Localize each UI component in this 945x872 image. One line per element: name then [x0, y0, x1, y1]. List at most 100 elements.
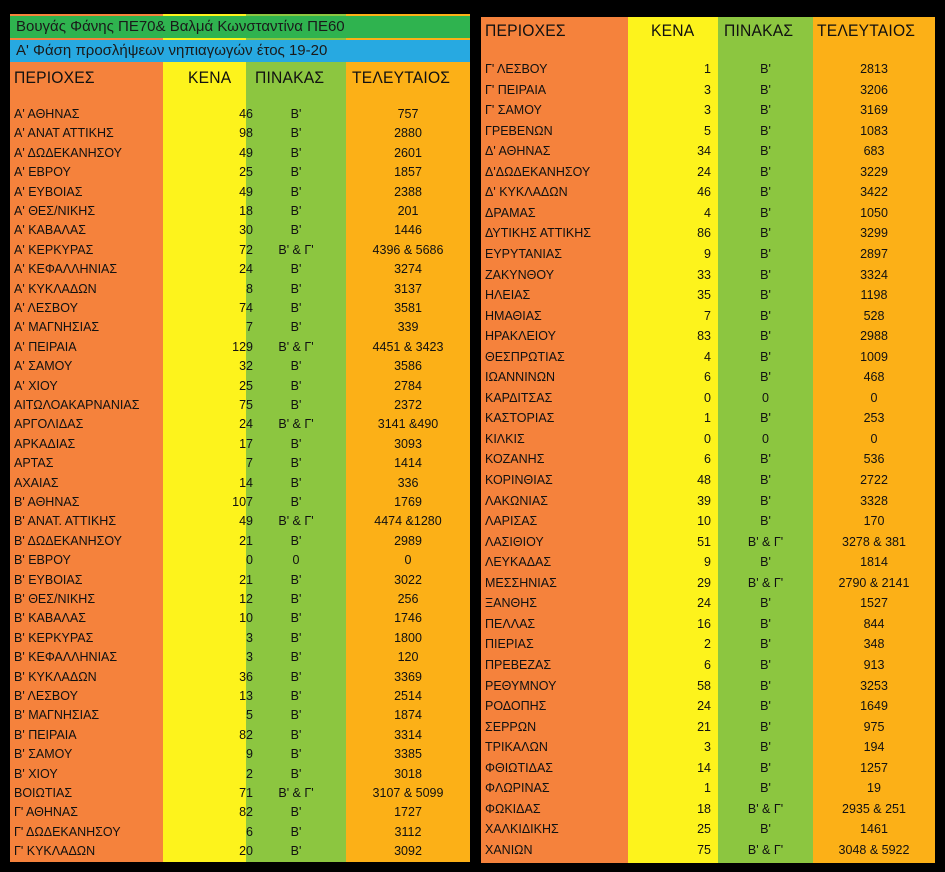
teleutaios-cell: 2880 [394, 126, 422, 141]
area-cell: ΜΕΣΣΗΝΙΑΣ [485, 575, 557, 590]
area-cell: ΚΟΡΙΝΘΙΑΣ [485, 473, 553, 487]
area-cell: Β' ΚΕΡΚΥΡΑΣ [14, 630, 94, 645]
teleutaios-cell: 1414 [394, 456, 422, 471]
header-pinakas: ΠΙΝΑΚΑΣ [255, 68, 325, 87]
area-cell: Β' ΚΥΚΛΑΔΩΝ [14, 669, 97, 684]
teleutaios-cell: 2790 & 2141 [838, 575, 910, 590]
pinakas-cell: Β' [290, 320, 302, 335]
area-cell: ΘΕΣΠΡΩΤΙΑΣ [485, 349, 565, 364]
pinakas-cell: Β' [760, 781, 771, 796]
table-row: Β' ΜΑΓΝΗΣΙΑΣ 5 Β' 1874 [10, 705, 470, 725]
pinakas-cell: Β' [760, 637, 771, 652]
table-row: ΛΕΥΚΑΔΑΣ 9 Β' 1814 [481, 552, 935, 572]
kena-cell: 29 [697, 575, 711, 590]
table-row: Γ' ΔΩΔΕΚΑΝΗΣΟΥ 6 Β' 3112 [10, 822, 470, 842]
pinakas-cell: Β' [760, 473, 771, 487]
teleutaios-column-bg [346, 14, 470, 862]
pinakas-cell: Β' [290, 223, 302, 238]
area-cell: ΡΟΔΟΠΗΣ [485, 699, 547, 714]
pinakas-cell: Β' [760, 349, 771, 364]
area-cell: Α' ΜΑΓΝΗΣΙΑΣ [14, 320, 100, 335]
kena-cell: 58 [697, 678, 711, 693]
kena-cell: 3 [704, 740, 711, 755]
area-cell: ΞΑΝΘΗΣ [485, 596, 537, 611]
kena-cell: 7 [246, 320, 253, 335]
pinakas-cell: Β' [760, 205, 771, 220]
kena-cell: 24 [697, 164, 711, 179]
kena-cell: 49 [239, 184, 253, 199]
teleutaios-cell: 2989 [394, 533, 422, 548]
pinakas-cell: Β' [760, 699, 771, 714]
table-row: Β' ΑΝΑΤ. ΑΤΤΙΚΗΣ 49 Β' & Γ' 4474 &1280 [10, 511, 470, 531]
teleutaios-cell: 2372 [394, 398, 422, 412]
pinakas-cell: Β' [290, 107, 302, 121]
teleutaios-cell: 2601 [394, 145, 422, 160]
kena-cell: 75 [239, 398, 253, 412]
area-cell: Α' ΚΕΦΑΛΛΗΝΙΑΣ [14, 262, 118, 277]
teleutaios-cell: 2813 [860, 62, 888, 76]
pinakas-cell: Β' [760, 822, 771, 837]
teleutaios-cell: 2722 [860, 473, 888, 487]
area-cell: Α' ΔΩΔΕΚΑΝΗΣΟΥ [14, 145, 123, 160]
pinakas-cell: Β' [760, 123, 771, 138]
kena-cell: 18 [697, 801, 711, 816]
teleutaios-cell: 3018 [394, 766, 422, 781]
teleutaios-cell: 3586 [394, 359, 422, 374]
header-kena: ΚΕΝΑ [188, 68, 232, 87]
pinakas-cell: Β' [760, 103, 771, 118]
teleutaios-cell: 3369 [394, 669, 422, 684]
area-column-bg [10, 14, 163, 862]
pinakas-cell: Β' [760, 514, 771, 529]
kena-cell: 10 [239, 611, 253, 626]
teleutaios-cell: 336 [397, 475, 419, 490]
header-pinakas: ΠΙΝΑΚΑΣ [724, 21, 794, 40]
table-row: ΔΥΤΙΚΗΣ ΑΤΤΙΚΗΣ 86 Β' 3299 [481, 223, 935, 243]
teleutaios-cell: 1769 [394, 495, 422, 509]
table-row: Β' ΛΕΣΒΟΥ 13 Β' 2514 [10, 686, 470, 706]
teleutaios-cell: 3107 & 5099 [372, 786, 444, 800]
teleutaios-cell: 3324 [860, 267, 888, 282]
pinakas-cell: Β' [290, 708, 302, 723]
kena-cell: 9 [246, 747, 253, 762]
table-row: Γ' ΛΕΣΒΟΥ 1 Β' 2813 [481, 59, 935, 79]
pinakas-cell: Β' [290, 689, 302, 703]
kena-cell: 9 [704, 246, 711, 261]
table-row: ΜΕΣΣΗΝΙΑΣ 29 Β' & Γ' 2790 & 2141 [481, 573, 935, 593]
kena-cell: 82 [239, 727, 253, 742]
table-row: Α' ΧΙΟΥ 25 Β' 2784 [10, 376, 470, 396]
table-row: ΠΡΕΒΕΖΑΣ 6 Β' 913 [481, 655, 935, 675]
table-row: ΑΙΤΩΛΟΑΚΑΡΝΑΝΙΑΣ 75 Β' 2372 [10, 395, 470, 415]
table-row: ΘΕΣΠΡΩΤΙΑΣ 4 Β' 1009 [481, 347, 935, 367]
teleutaios-cell: 2514 [394, 689, 422, 703]
area-cell: ΗΜΑΘΙΑΣ [485, 308, 542, 323]
kena-cell: 12 [239, 592, 253, 606]
table-row: ΡΟΔΟΠΗΣ 24 Β' 1649 [481, 696, 935, 716]
area-cell: ΣΕΡΡΩΝ [485, 719, 537, 734]
kena-cell: 18 [239, 204, 253, 218]
area-cell: Α' ΧΙΟΥ [14, 378, 58, 393]
table-row: Δ'ΔΩΔΕΚΑΝΗΣΟΥ 24 Β' 3229 [481, 162, 935, 182]
area-cell: Δ'ΔΩΔΕΚΑΝΗΣΟΥ [485, 164, 591, 179]
table-row: ΛΑΣΙΘΙΟΥ 51 Β' & Γ' 3278 & 381 [481, 532, 935, 552]
area-cell: ΛΕΥΚΑΔΑΣ [485, 555, 552, 570]
area-cell: Γ' ΣΑΜΟΥ [485, 103, 542, 118]
area-cell: ΤΡΙΚΑΛΩΝ [485, 740, 548, 755]
area-cell: Γ' ΚΥΚΛΑΔΩΝ [14, 844, 96, 859]
kena-cell: 1 [704, 781, 711, 796]
table-row: Δ' ΚΥΚΛΑΔΩΝ 46 Β' 3422 [481, 182, 935, 202]
teleutaios-cell: 2897 [860, 246, 888, 261]
kena-cell: 8 [246, 281, 253, 296]
table-row: Γ' ΚΥΚΛΑΔΩΝ 20 Β' 3092 [10, 841, 470, 861]
area-cell: Β' ΜΑΓΝΗΣΙΑΣ [14, 708, 100, 723]
kena-cell: 72 [239, 242, 253, 257]
table-row: ΚΑΡΔΙΤΣΑΣ 0 0 0 [481, 388, 935, 408]
pinakas-cell: Β' [290, 727, 302, 742]
area-cell: ΧΑΛΚΙΔΙΚΗΣ [485, 822, 559, 837]
pinakas-cell: Β' [760, 616, 771, 631]
teleutaios-cell: 3022 [394, 572, 422, 587]
area-cell: ΚΟΖΑΝΗΣ [485, 452, 545, 467]
teleutaios-cell: 348 [863, 637, 885, 652]
kena-cell: 0 [246, 553, 253, 568]
kena-cell: 13 [239, 689, 253, 703]
teleutaios-cell: 1461 [860, 822, 888, 837]
